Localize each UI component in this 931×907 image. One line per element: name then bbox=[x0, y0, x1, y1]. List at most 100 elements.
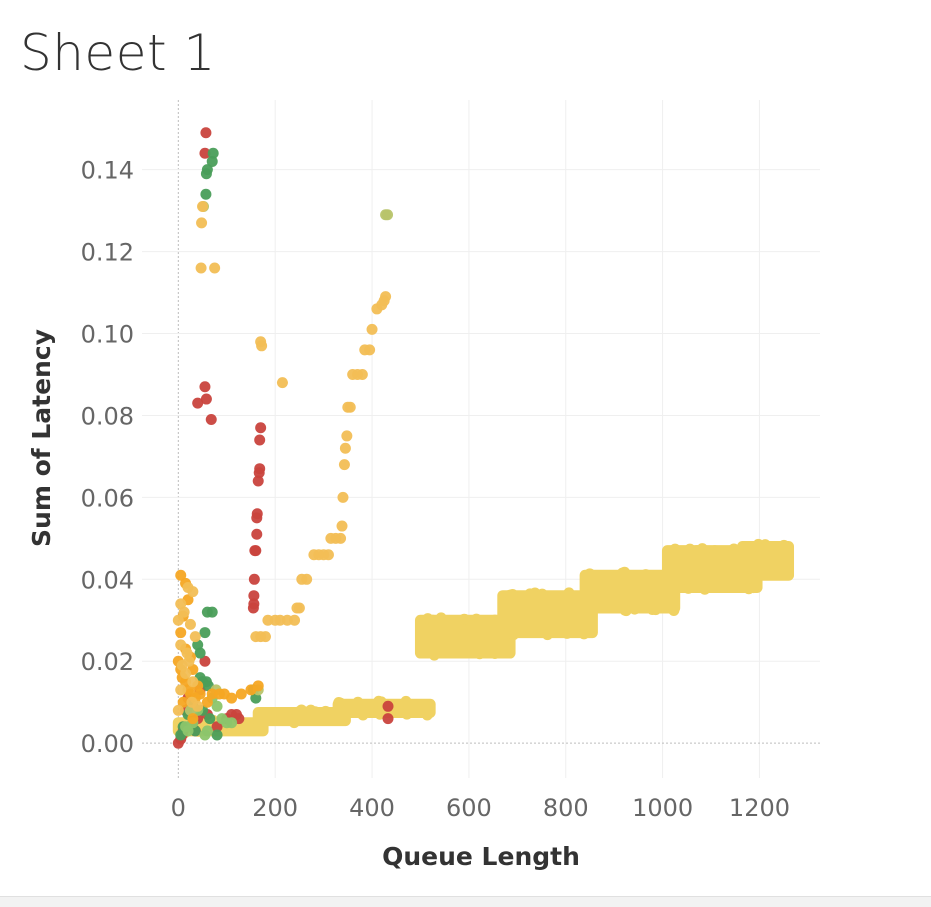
data-point[interactable] bbox=[204, 713, 216, 725]
data-point[interactable] bbox=[382, 713, 394, 725]
data-point[interactable] bbox=[489, 647, 501, 659]
data-point[interactable] bbox=[288, 717, 300, 729]
data-point[interactable] bbox=[248, 590, 260, 602]
data-point[interactable] bbox=[682, 582, 694, 594]
data-point[interactable] bbox=[435, 612, 447, 624]
data-point[interactable] bbox=[320, 705, 332, 717]
data-point[interactable] bbox=[199, 381, 211, 393]
data-point[interactable] bbox=[584, 568, 596, 580]
data-point[interactable] bbox=[640, 569, 652, 581]
data-point[interactable] bbox=[199, 627, 211, 639]
data-point[interactable] bbox=[400, 695, 412, 707]
data-point[interactable] bbox=[196, 217, 208, 229]
data-point[interactable] bbox=[536, 588, 548, 600]
data-point[interactable] bbox=[253, 467, 265, 479]
data-point[interactable] bbox=[200, 168, 212, 180]
point-band[interactable] bbox=[579, 569, 681, 614]
data-point[interactable] bbox=[252, 680, 264, 692]
data-point[interactable] bbox=[359, 344, 371, 356]
data-point[interactable] bbox=[458, 613, 470, 625]
data-point[interactable] bbox=[427, 614, 439, 626]
data-point[interactable] bbox=[337, 491, 349, 503]
data-point[interactable] bbox=[175, 569, 187, 581]
data-point[interactable] bbox=[247, 602, 259, 614]
data-point[interactable] bbox=[211, 721, 223, 733]
data-point[interactable] bbox=[211, 700, 223, 712]
data-point[interactable] bbox=[200, 188, 212, 200]
data-point[interactable] bbox=[251, 512, 263, 524]
data-point[interactable] bbox=[524, 588, 536, 600]
data-point[interactable] bbox=[184, 618, 196, 630]
data-point[interactable] bbox=[421, 709, 433, 721]
data-point[interactable] bbox=[211, 729, 223, 741]
data-point[interactable] bbox=[508, 629, 520, 641]
data-point[interactable] bbox=[629, 603, 641, 615]
data-point[interactable] bbox=[561, 627, 573, 639]
data-point[interactable] bbox=[255, 422, 267, 434]
data-point[interactable] bbox=[339, 442, 351, 454]
data-point[interactable] bbox=[474, 648, 486, 660]
data-point[interactable] bbox=[295, 704, 307, 716]
points[interactable] bbox=[172, 127, 795, 749]
data-point[interactable] bbox=[338, 459, 350, 471]
data-point[interactable] bbox=[308, 549, 320, 561]
data-point[interactable] bbox=[178, 606, 190, 618]
data-point[interactable] bbox=[578, 628, 590, 640]
data-point[interactable] bbox=[371, 303, 383, 315]
data-point[interactable] bbox=[249, 545, 261, 557]
data-point[interactable] bbox=[646, 603, 658, 615]
data-point[interactable] bbox=[259, 715, 271, 727]
data-point[interactable] bbox=[276, 377, 288, 389]
data-point[interactable] bbox=[309, 706, 321, 718]
data-point[interactable] bbox=[172, 614, 184, 626]
data-point[interactable] bbox=[668, 602, 680, 614]
data-point[interactable] bbox=[325, 532, 337, 544]
data-point[interactable] bbox=[428, 649, 440, 661]
data-point[interactable] bbox=[250, 631, 262, 643]
data-point[interactable] bbox=[200, 393, 212, 405]
data-point[interactable] bbox=[256, 340, 268, 352]
data-point[interactable] bbox=[187, 586, 199, 598]
data-point[interactable] bbox=[498, 628, 510, 640]
data-point[interactable] bbox=[192, 700, 204, 712]
data-point[interactable] bbox=[728, 543, 740, 555]
data-point[interactable] bbox=[175, 627, 187, 639]
data-point[interactable] bbox=[189, 631, 201, 643]
data-point[interactable] bbox=[209, 262, 221, 274]
data-point[interactable] bbox=[194, 688, 206, 700]
data-point[interactable] bbox=[177, 696, 189, 708]
data-point[interactable] bbox=[199, 655, 211, 667]
data-point[interactable] bbox=[342, 401, 354, 413]
data-point[interactable] bbox=[296, 573, 308, 585]
data-point[interactable] bbox=[226, 692, 238, 704]
data-point[interactable] bbox=[382, 700, 394, 712]
data-point[interactable] bbox=[699, 583, 711, 595]
data-point[interactable] bbox=[366, 323, 378, 335]
data-point[interactable] bbox=[187, 676, 199, 688]
data-point[interactable] bbox=[199, 147, 211, 159]
data-point[interactable] bbox=[347, 368, 359, 380]
data-point[interactable] bbox=[248, 573, 260, 585]
data-point[interactable] bbox=[336, 520, 348, 532]
data-point[interactable] bbox=[206, 606, 218, 618]
data-point[interactable] bbox=[382, 209, 394, 221]
data-point[interactable] bbox=[252, 475, 264, 487]
data-point[interactable] bbox=[333, 697, 345, 709]
data-point[interactable] bbox=[175, 639, 187, 651]
data-point[interactable] bbox=[180, 721, 192, 733]
data-point[interactable] bbox=[357, 709, 369, 721]
data-point[interactable] bbox=[235, 688, 247, 700]
data-point[interactable] bbox=[187, 713, 199, 725]
data-point[interactable] bbox=[194, 647, 206, 659]
data-point[interactable] bbox=[563, 587, 575, 599]
data-point[interactable] bbox=[207, 147, 219, 159]
data-point[interactable] bbox=[778, 539, 790, 551]
data-point[interactable] bbox=[504, 589, 516, 601]
data-point[interactable] bbox=[254, 434, 266, 446]
data-point[interactable] bbox=[181, 647, 193, 659]
data-point[interactable] bbox=[470, 613, 482, 625]
data-point[interactable] bbox=[175, 684, 187, 696]
data-point[interactable] bbox=[759, 539, 771, 551]
data-point[interactable] bbox=[401, 708, 413, 720]
point-band[interactable] bbox=[497, 590, 598, 639]
